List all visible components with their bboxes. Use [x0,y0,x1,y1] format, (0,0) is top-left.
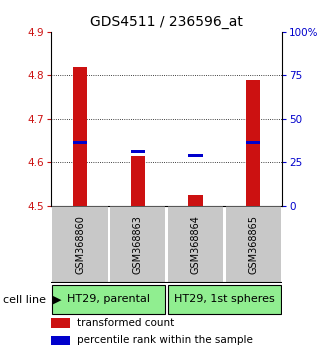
Text: GSM368865: GSM368865 [248,215,258,274]
Bar [52,285,165,314]
Bar [225,206,281,283]
Bar [188,154,203,158]
Bar [246,80,260,206]
Bar [52,206,108,283]
Text: HT29, 1st spheres: HT29, 1st spheres [174,295,275,304]
Text: GSM368864: GSM368864 [190,215,201,274]
Text: HT29, parental: HT29, parental [67,295,150,304]
Text: GSM368863: GSM368863 [133,215,143,274]
Bar [168,285,281,314]
Bar [73,67,87,206]
Title: GDS4511 / 236596_at: GDS4511 / 236596_at [90,16,243,29]
Bar [246,141,260,144]
Bar [51,319,70,328]
Bar [51,336,70,346]
Text: transformed count: transformed count [77,318,174,329]
Text: cell line  ▶: cell line ▶ [3,295,62,304]
Bar [131,150,145,153]
Bar [168,206,223,283]
Bar [110,206,165,283]
Bar [188,195,203,206]
Bar [131,156,145,206]
Text: GSM368860: GSM368860 [75,215,85,274]
Text: percentile rank within the sample: percentile rank within the sample [77,336,252,346]
Bar [73,141,87,144]
